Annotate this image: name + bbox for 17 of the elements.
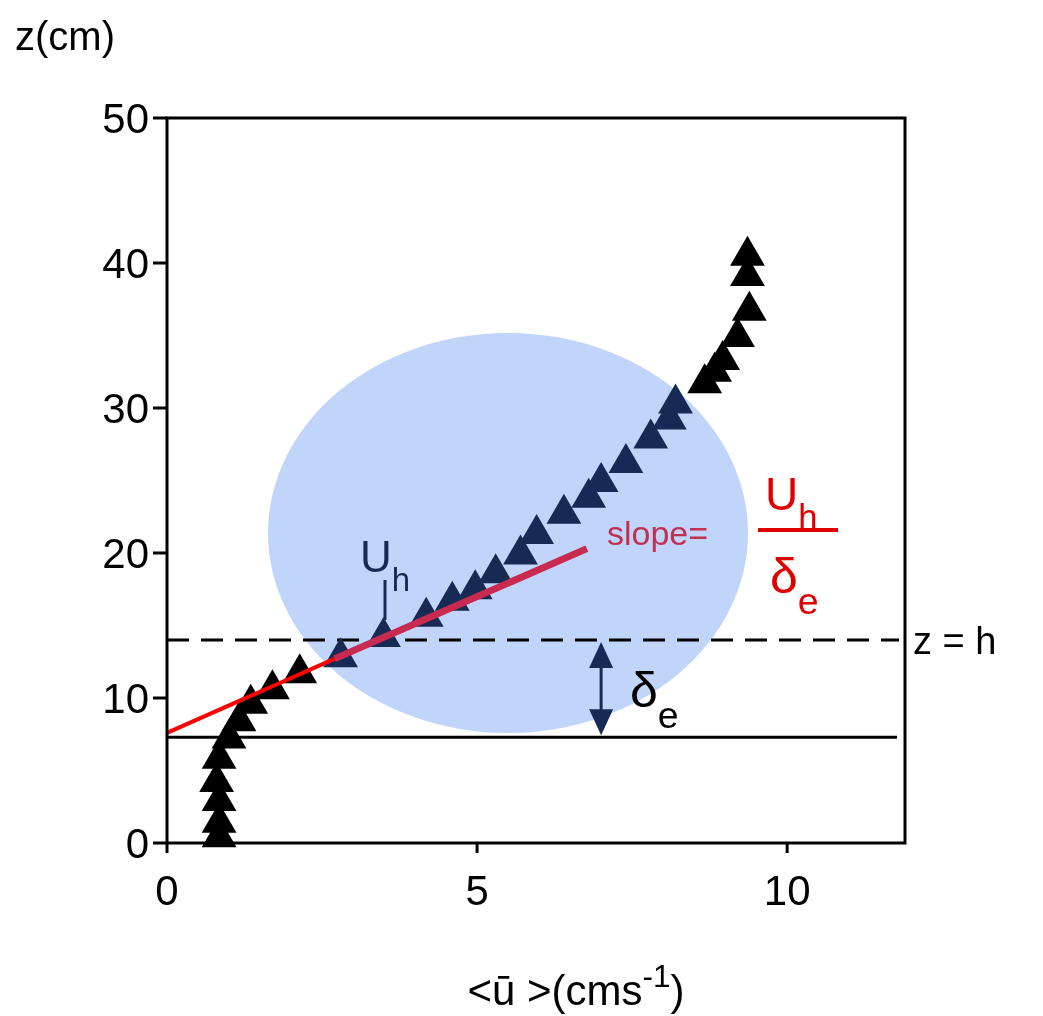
x-tick-label: 5 (465, 867, 489, 914)
annotation: δ$_{e}$ (630, 662, 679, 736)
x-axis-title: <ū >(cms$^{-1}$) (467, 958, 685, 1014)
y-tick-label: 30 (102, 385, 149, 432)
y-axis-title: z(cm) (15, 14, 115, 58)
annotation: δ$_{e}$ (770, 548, 819, 622)
y-tick-label: 20 (102, 530, 149, 577)
y-tick-label: 50 (102, 95, 149, 142)
y-tick-label: 0 (125, 820, 149, 867)
annotation: slope= (607, 514, 709, 552)
y-tick-label: 10 (102, 675, 149, 722)
y-tick-label: 40 (102, 240, 149, 287)
x-tick-label: 0 (155, 867, 179, 914)
annotation: U$_{h}$ (765, 468, 818, 536)
annotation: U$_{h}$ (360, 532, 411, 598)
ref-line-label: z = h (913, 620, 997, 662)
x-tick-label: 10 (763, 867, 811, 914)
